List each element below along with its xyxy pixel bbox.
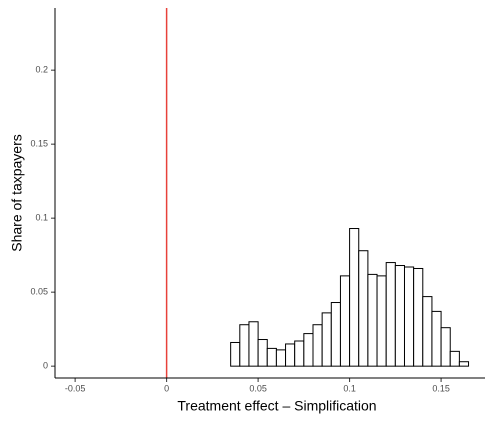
x-tick-label: 0.1	[343, 383, 356, 393]
bar	[385, 262, 396, 367]
y-tick-label: 0	[43, 361, 48, 371]
bar	[431, 310, 442, 367]
bar	[257, 339, 268, 367]
bar	[321, 312, 332, 367]
bar	[458, 361, 470, 367]
bar	[285, 343, 296, 367]
bar	[358, 250, 369, 367]
bar	[376, 275, 387, 367]
bar	[449, 350, 460, 367]
bar	[413, 267, 424, 367]
y-axis-label: Share of taxpayers	[9, 134, 25, 252]
x-tick-label: 0.15	[432, 383, 450, 393]
bar	[303, 333, 314, 367]
bar	[239, 324, 250, 367]
bar	[248, 321, 259, 367]
bar	[294, 340, 305, 367]
bar	[367, 273, 378, 367]
bar	[403, 266, 415, 367]
y-tick-label: 0.15	[30, 139, 48, 149]
bar	[266, 347, 277, 367]
bar	[440, 327, 451, 367]
x-tick-label: 0.05	[249, 383, 267, 393]
x-tick-label: 0	[164, 383, 169, 393]
x-axis-label: Treatment effect – Simplification	[177, 398, 376, 414]
bar	[312, 324, 323, 367]
bar	[230, 341, 241, 367]
x-tick-label: -0.05	[65, 383, 86, 393]
bar	[349, 228, 360, 367]
bar	[394, 265, 405, 367]
y-tick-label: 0.2	[35, 65, 48, 75]
y-tick-label: 0.1	[35, 213, 48, 223]
bar	[422, 296, 433, 367]
bar	[339, 275, 351, 367]
bar	[275, 349, 287, 367]
y-tick-label: 0.05	[30, 287, 48, 297]
bar	[330, 302, 341, 367]
